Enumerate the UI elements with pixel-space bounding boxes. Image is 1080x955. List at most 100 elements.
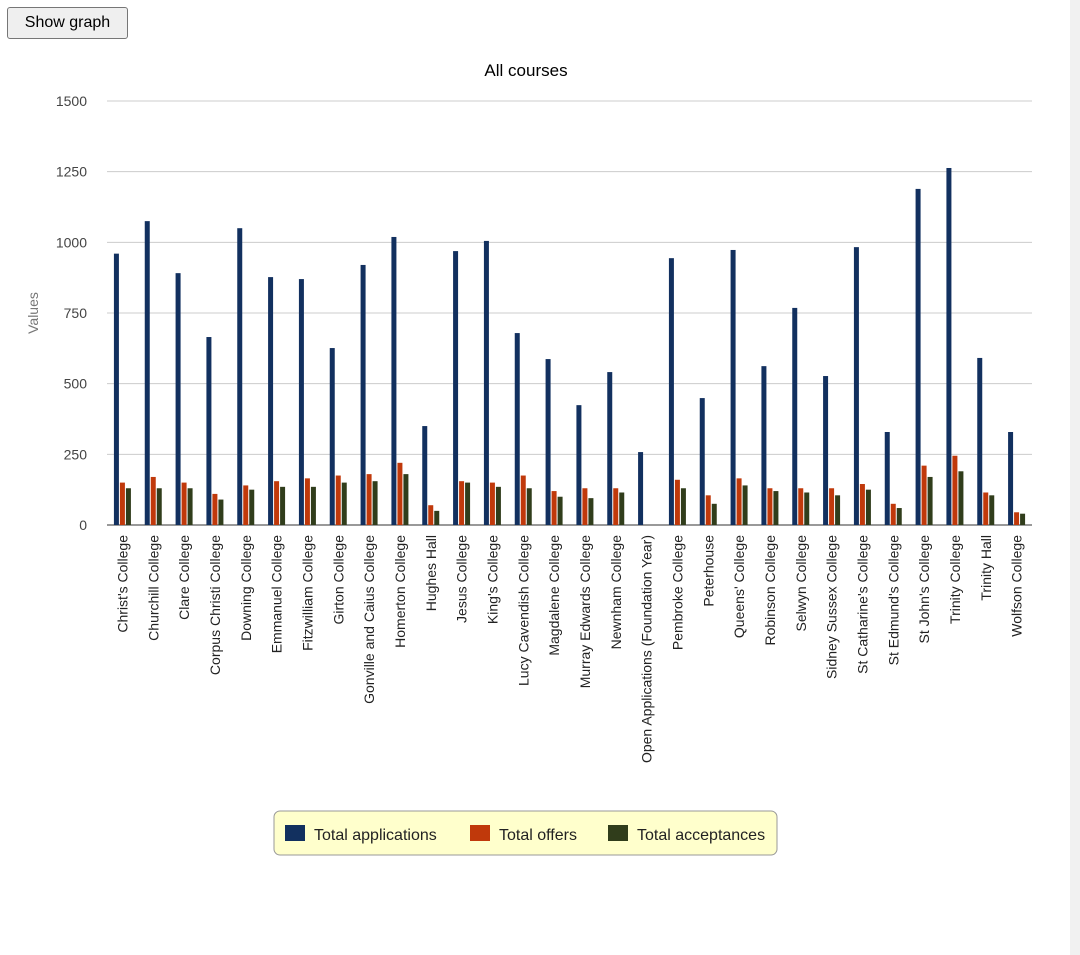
x-tick-label: Homerton College [392, 535, 408, 648]
bar [705, 495, 711, 525]
x-tick-label: Murray Edwards College [577, 535, 593, 688]
x-tick-label: Selwyn College [793, 535, 809, 632]
bar [835, 495, 841, 525]
bar [125, 488, 131, 525]
bar [175, 273, 181, 525]
bar [1020, 513, 1026, 525]
x-tick-label: Wolfson College [1009, 535, 1025, 637]
x-tick-label: Newnham College [608, 535, 624, 650]
x-tick-label: St John's College [916, 535, 932, 644]
bar [453, 251, 459, 525]
x-tick-label: St Edmund's College [885, 535, 901, 666]
show-graph-button[interactable]: Show graph [7, 7, 128, 39]
bar [823, 376, 829, 525]
chart-title: All courses [484, 61, 567, 80]
x-tick-label: Downing College [238, 535, 254, 641]
x-tick-label: Queens' College [731, 535, 747, 638]
bar [736, 478, 742, 525]
bar [434, 510, 440, 525]
bar [280, 486, 286, 525]
x-tick-label: Trinity Hall [978, 535, 994, 601]
bar [329, 348, 335, 525]
y-tick-label: 500 [64, 376, 88, 392]
bar [113, 253, 119, 525]
x-tick-label: Robinson College [762, 535, 778, 646]
x-tick-label: Open Applications (Foundation Year) [639, 535, 655, 763]
bar [268, 277, 274, 525]
bar [989, 495, 995, 525]
x-tick-label: Christ's College [114, 535, 130, 633]
bar [588, 498, 594, 525]
legend-swatch [608, 825, 628, 841]
bar [422, 426, 428, 525]
y-tick-label: 1000 [56, 234, 87, 250]
bar [249, 489, 255, 525]
x-tick-label: Fitzwilliam College [299, 535, 315, 651]
legend-swatch [285, 825, 305, 841]
bar [403, 474, 409, 525]
bar [767, 488, 773, 525]
bar [465, 482, 471, 525]
bar [206, 337, 212, 525]
bar [884, 432, 890, 525]
bar [952, 455, 958, 525]
x-tick-label: Girton College [330, 535, 346, 625]
bar [360, 264, 366, 525]
bar [742, 485, 748, 525]
bar [921, 465, 927, 525]
bar [890, 503, 896, 525]
bar [958, 471, 964, 525]
bar [576, 405, 582, 525]
bar [607, 372, 613, 525]
bar [304, 478, 310, 525]
bar [489, 482, 495, 525]
x-tick-label: King's College [484, 535, 500, 624]
bar [212, 493, 218, 525]
bar [829, 488, 835, 525]
x-tick-label: Peterhouse [700, 535, 716, 607]
x-tick-label: Jesus College [454, 535, 470, 623]
bar [274, 481, 280, 525]
x-tick-label: Hughes Hall [423, 535, 439, 611]
x-tick-label: Corpus Christi College [207, 535, 223, 675]
x-tick-label: St Catharine's College [854, 535, 870, 674]
bar [218, 499, 224, 525]
x-tick-label: Emmanuel College [269, 535, 285, 653]
bar [310, 486, 316, 525]
bar [119, 482, 125, 525]
bar [946, 167, 952, 525]
scrollbar [1070, 0, 1080, 955]
x-tick-label: Gonville and Caius College [361, 535, 377, 704]
bar [804, 492, 810, 525]
bar [243, 485, 249, 525]
bar [335, 475, 341, 525]
bar [1014, 512, 1020, 525]
bar [915, 188, 921, 525]
bar [545, 359, 551, 525]
bar [397, 462, 403, 525]
bar [483, 240, 489, 526]
bar [638, 452, 644, 525]
bar [711, 503, 717, 525]
y-tick-label: 1500 [56, 93, 87, 109]
x-tick-label: Clare College [176, 535, 192, 620]
y-tick-label: 250 [64, 446, 88, 462]
bar [896, 508, 902, 525]
bar [372, 481, 378, 525]
bar [520, 475, 526, 525]
bar [514, 333, 520, 525]
bar [557, 496, 563, 525]
bar [187, 488, 193, 525]
legend-swatch [470, 825, 490, 841]
bar [699, 398, 705, 525]
bar [1008, 432, 1014, 525]
legend-box [273, 810, 778, 856]
bar [983, 492, 989, 525]
bar [156, 488, 162, 525]
legend-label: Total offers [499, 827, 577, 844]
x-tick-label: Lucy Cavendish College [515, 535, 531, 686]
x-tick-label: Churchill College [145, 535, 161, 641]
bar [853, 247, 859, 525]
bar [459, 481, 465, 525]
